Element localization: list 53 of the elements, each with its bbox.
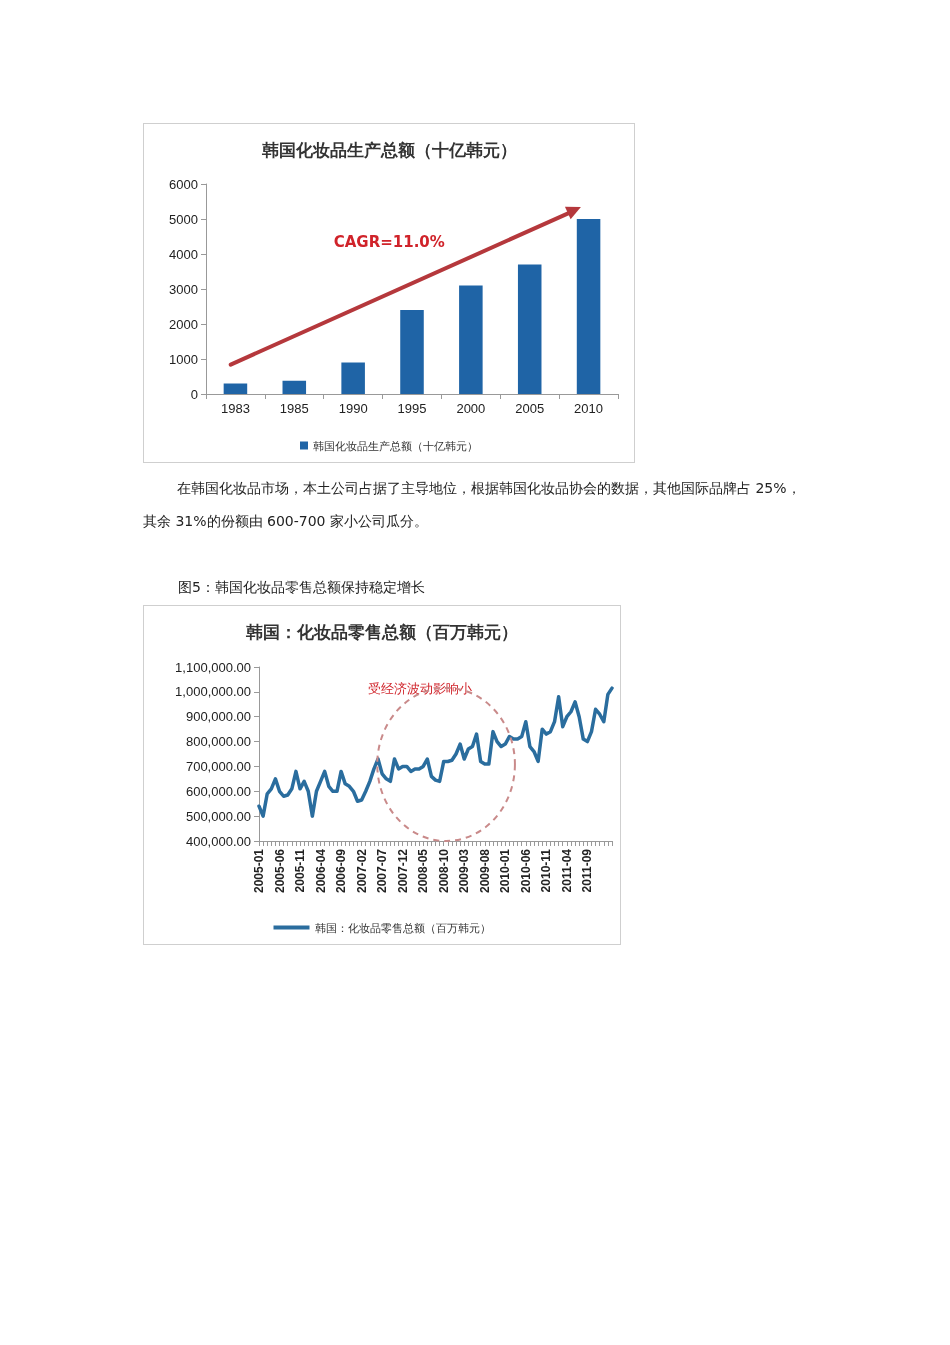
x-tick-label: 2011-04: [559, 848, 574, 893]
x-tick-label: 2005: [515, 401, 545, 416]
bar: [517, 264, 542, 394]
x-tick-label: 1985: [279, 401, 309, 416]
x-tick-label: 2010-06: [518, 848, 533, 894]
x-tick-label: 2007-02: [354, 848, 369, 894]
bar: [576, 219, 601, 394]
x-tick-label: 2000: [456, 401, 486, 416]
chart-title: 韩国化妆品生产总额（十亿韩元）: [260, 139, 517, 160]
y-tick-label: 6000: [169, 176, 198, 192]
y-tick-label: 0: [190, 386, 198, 402]
x-tick-label: 2010-01: [498, 848, 513, 894]
y-tick-label: 900,000.00: [185, 709, 251, 725]
y-tick-label: 800,000.00: [185, 734, 251, 750]
x-tick-label: 1983: [220, 401, 250, 416]
x-tick-label: 2006-09: [334, 848, 349, 894]
y-tick-label: 4000: [169, 246, 198, 262]
y-tick-label: 5000: [169, 211, 198, 227]
y-tick-label: 3000: [169, 281, 198, 297]
y-tick-label: 1,000,000.00: [175, 684, 251, 700]
y-tick-label: 500,000.00: [185, 808, 251, 824]
x-tick-label: 2007-12: [395, 848, 410, 894]
annotation: CAGR=11.0%: [333, 232, 445, 251]
x-tick-label: 2006-04: [313, 848, 328, 894]
x-tick-label: 2007-07: [375, 848, 390, 894]
bar: [400, 310, 424, 394]
x-tick-label: 2008-10: [436, 848, 451, 894]
x-tick-label: 2005-11: [293, 848, 308, 893]
bar: [282, 380, 307, 394]
y-tick-label: 600,000.00: [185, 783, 251, 799]
caption: 图5：韩国化妆品零售总额保持稳定增长: [178, 579, 425, 597]
y-tick-label: 2000: [169, 316, 198, 332]
y-tick-label: 1000: [169, 351, 198, 367]
x-tick-label: 2010: [574, 401, 604, 416]
text: 在韩国化妆品市场，本土公司占据了主导地位，根据韩国化妆品协会的数据，其他国际品牌占 25%，其余 31%的份额由 600-700 家小公司瓜分。: [143, 480, 801, 529]
y-tick-label: 1,100,000.00: [175, 659, 251, 675]
bar: [459, 285, 483, 394]
bar: [223, 383, 248, 394]
x-tick-label: 2009-03: [457, 848, 472, 894]
x-tick-label: 2005-06: [272, 848, 287, 894]
y-tick-label: 400,000.00: [185, 833, 251, 849]
x-tick-label: 1995: [397, 401, 427, 416]
x-tick-label: 2008-05: [416, 848, 431, 894]
chart-title: 韩国：化妆品零售总额（百万韩元）: [245, 621, 518, 642]
x-tick-label: 2009-08: [477, 848, 492, 894]
x-tick-label: 1990: [338, 401, 368, 416]
y-tick-label: 700,000.00: [185, 758, 251, 774]
legend-label: 韩国：化妆品零售总额（百万韩元）: [314, 921, 491, 934]
x-tick-label: 2011-09: [580, 848, 595, 893]
x-tick-label: 2010-11: [539, 848, 554, 893]
x-tick-label: 2005-01: [252, 848, 266, 894]
bar: [341, 362, 365, 394]
legend-label: 韩国化妆品生产总额（十亿韩元）: [313, 439, 478, 452]
